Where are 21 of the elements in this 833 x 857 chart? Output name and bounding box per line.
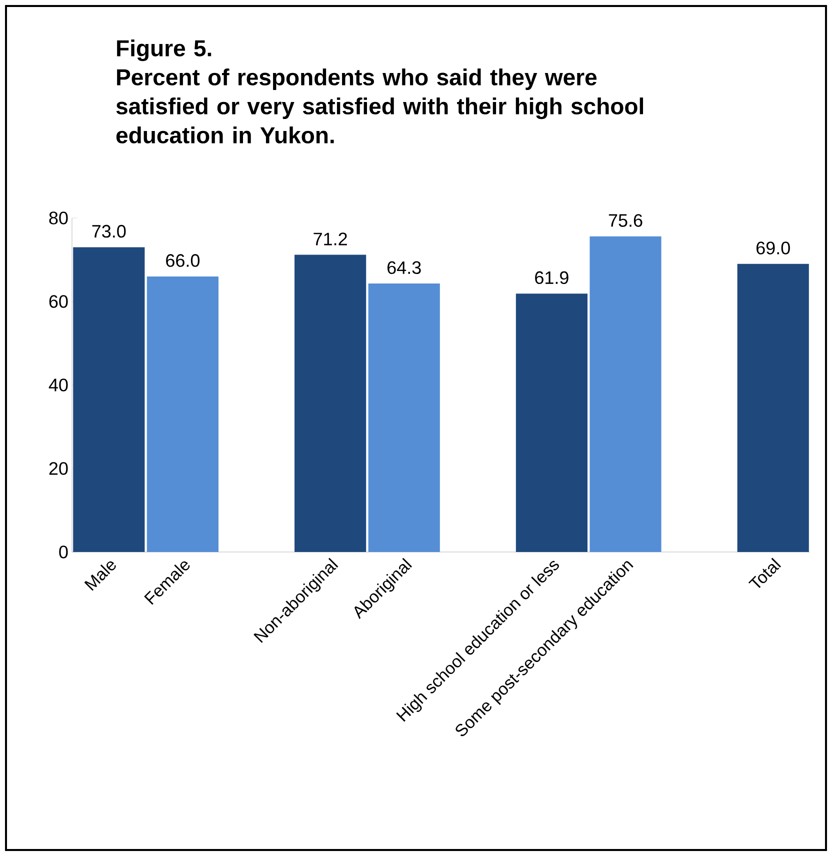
bar [516, 294, 588, 552]
data-label: 73.0 [92, 224, 126, 238]
y-tick-label: 60 [49, 295, 68, 308]
chart-title: Figure 5. [117, 40, 212, 62]
bar [737, 264, 809, 552]
y-tick-label: 80 [49, 212, 68, 224]
bar [146, 276, 218, 552]
bar [73, 247, 145, 552]
data-label: 66.0 [166, 254, 200, 267]
bar [368, 284, 440, 552]
data-label: 71.2 [314, 232, 347, 246]
y-tick-label: 0 [59, 546, 68, 558]
chart-subtitle: Percent of respondents who said they were satisfied or very satisfied with their high school education in Yukon. [116, 68, 644, 144]
data-label: 69.0 [756, 242, 790, 254]
bar [590, 236, 662, 552]
y-tick-label: 40 [48, 378, 68, 392]
y-tick-label: 20 [49, 462, 68, 475]
data-label: 61.9 [535, 271, 568, 284]
data-label: 75.6 [608, 214, 642, 227]
data-label: 64.3 [388, 261, 421, 274]
bar [294, 254, 366, 552]
